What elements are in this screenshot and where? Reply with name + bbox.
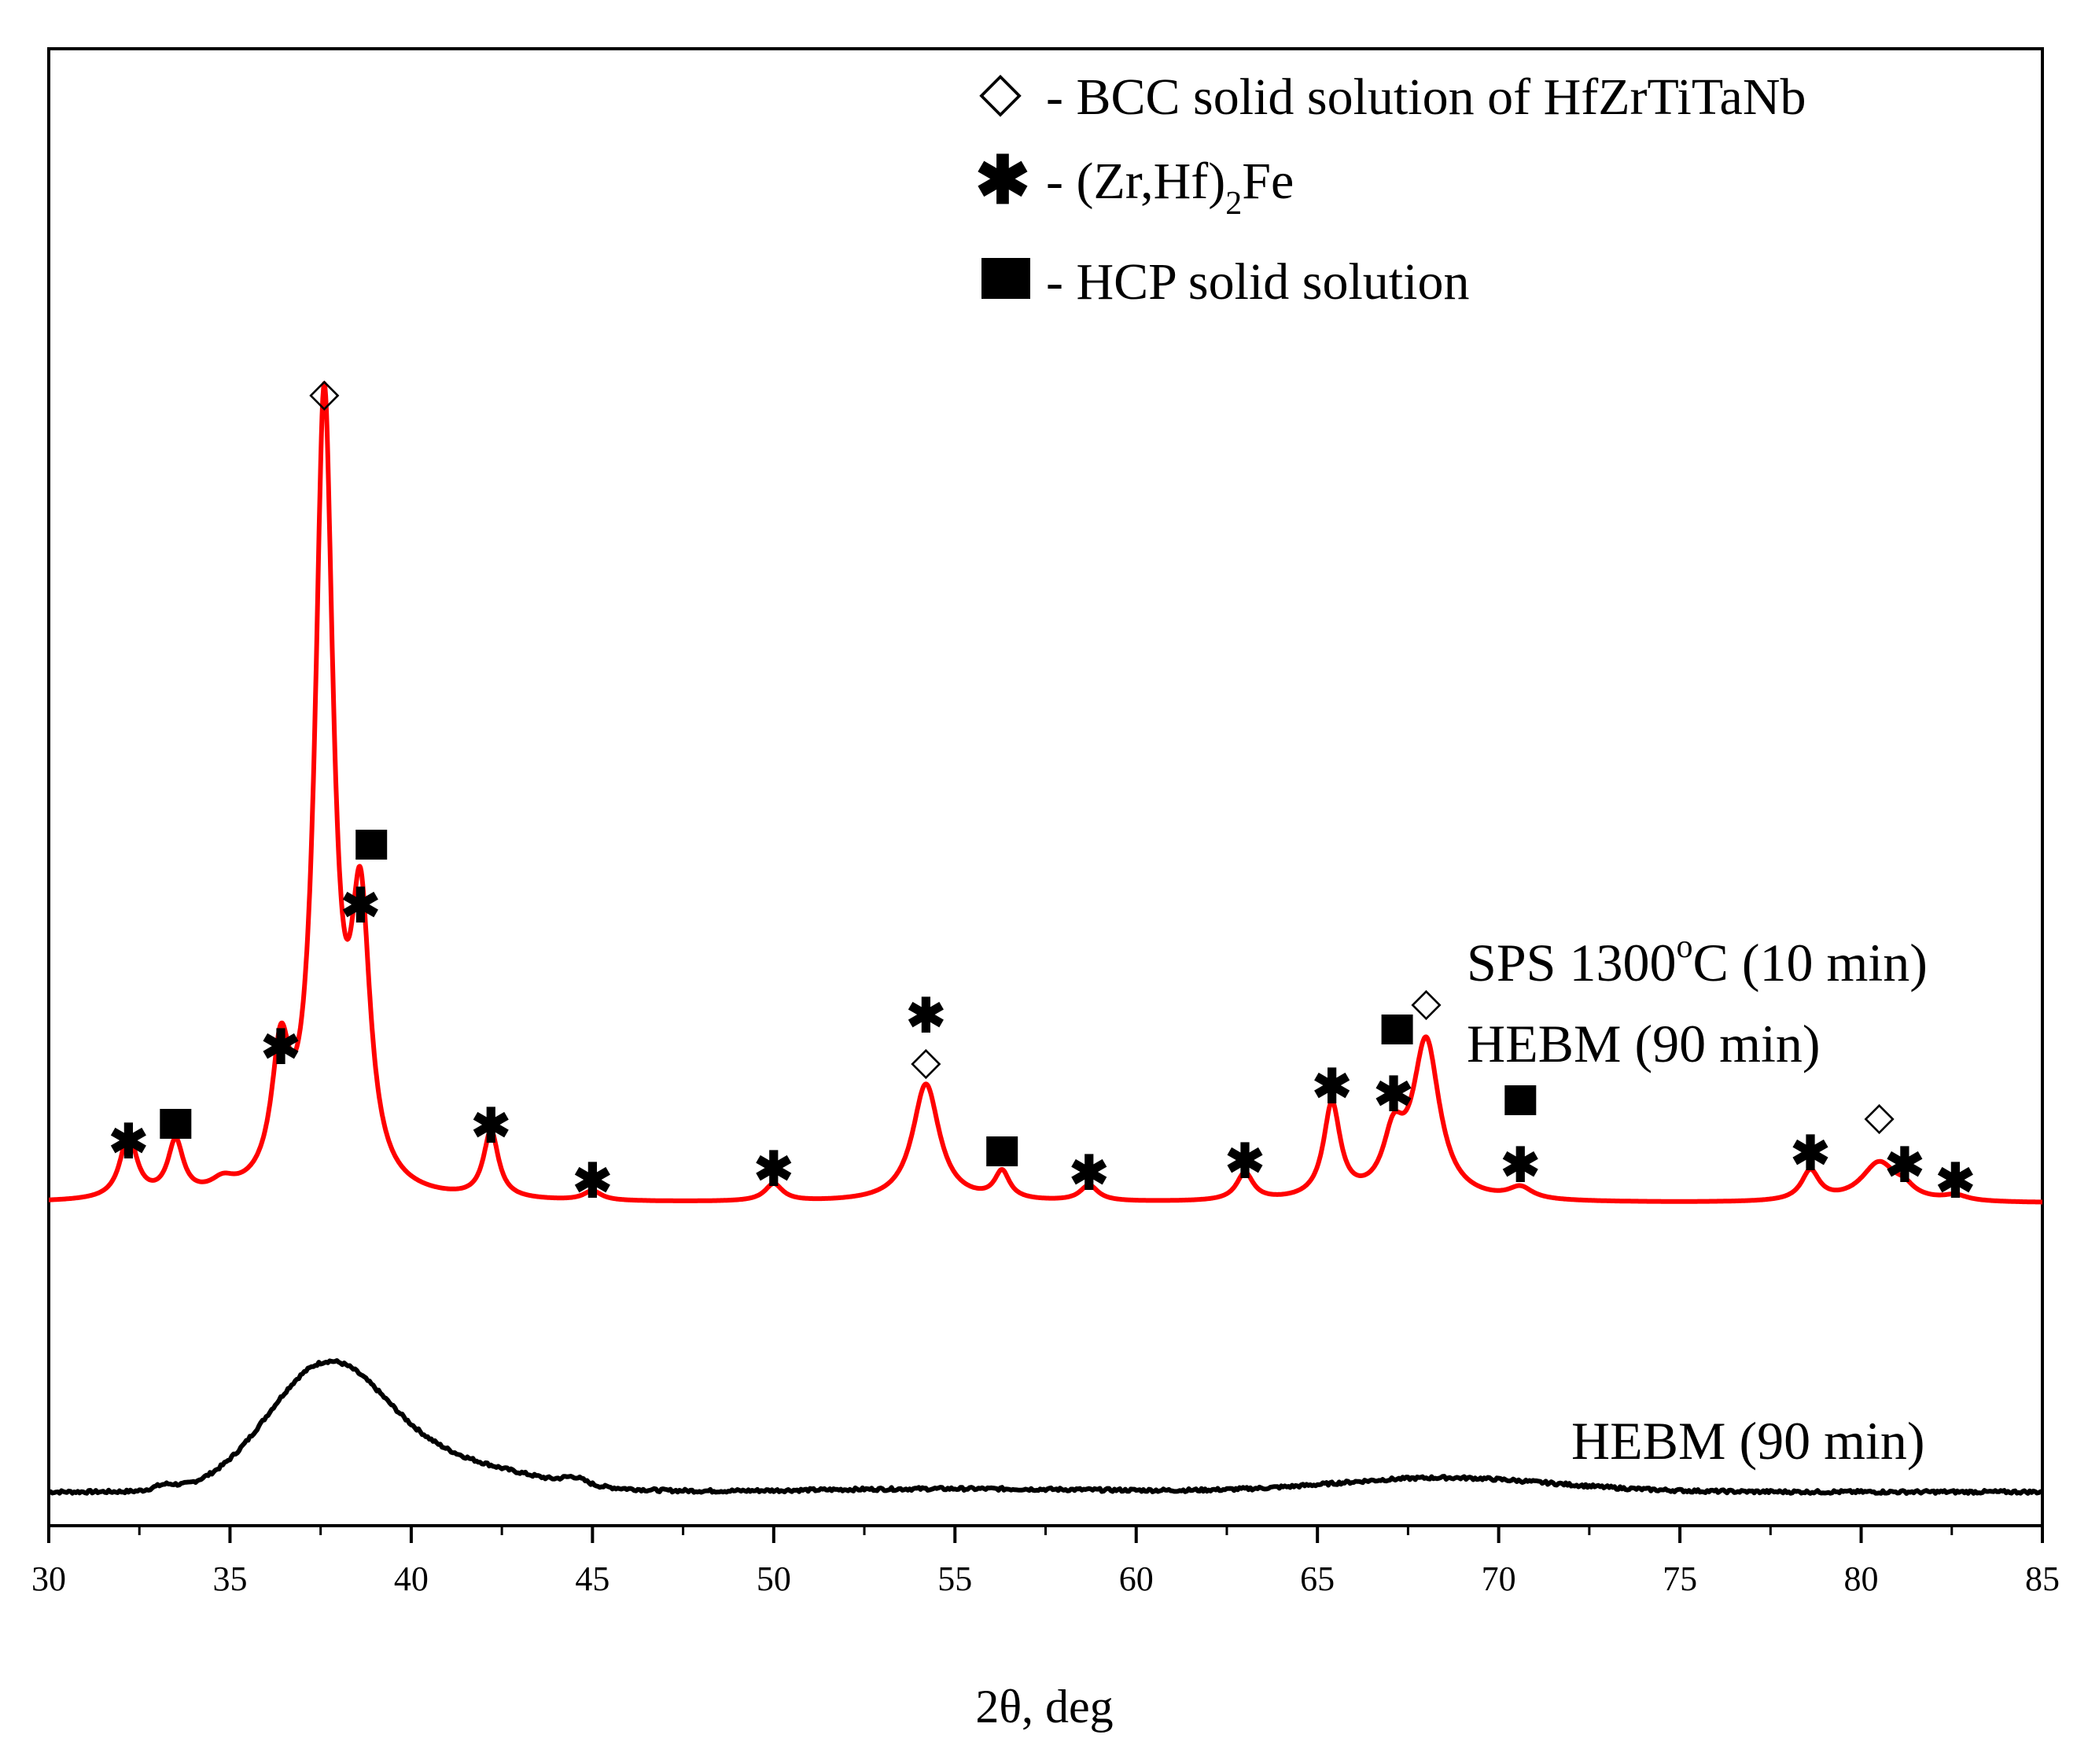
- peak-marker-diamond-icon: ◇: [309, 370, 340, 414]
- series-label-sps-sup: o: [1676, 929, 1692, 965]
- peak-marker-square-icon: [160, 1109, 192, 1139]
- peak-marker-square-icon: [1504, 1085, 1537, 1115]
- peak-marker-asterisk-icon: ✱: [1885, 1140, 1924, 1191]
- x-tick-label-70: 70: [1482, 1560, 1516, 1598]
- peak-marker-asterisk-icon: ✱: [1791, 1128, 1830, 1180]
- legend-zrhf2fe-pre: - (Zr,Hf): [1046, 153, 1225, 210]
- peak-marker-square-icon: [1381, 1015, 1413, 1044]
- peak-marker-asterisk-icon: ✱: [754, 1143, 794, 1195]
- x-tick-label-50: 50: [757, 1560, 791, 1598]
- legend-asterisk-icon: ✱: [975, 145, 1030, 218]
- series-label-sps-pre: SPS 1300: [1467, 933, 1676, 992]
- peak-marker-diamond-icon: ◇: [1864, 1094, 1895, 1138]
- x-tick-label-80: 80: [1844, 1560, 1879, 1598]
- x-axis-title: 2θ, deg: [975, 1681, 1113, 1733]
- x-tick-label-60: 60: [1119, 1560, 1154, 1598]
- series-label-sps-line2: HEBM (90 min): [1467, 1014, 1821, 1073]
- peak-marker-asterisk-icon: ✱: [261, 1022, 300, 1073]
- peak-marker-asterisk-icon: ✱: [1374, 1069, 1413, 1121]
- series-label-sps-post: C (10 min): [1692, 933, 1927, 992]
- peak-marker-square-icon: [355, 830, 388, 860]
- series-label-sps-line1: SPS 1300oC (10 min): [1467, 929, 1928, 992]
- peak-marker-asterisk-icon: ✱: [573, 1155, 612, 1207]
- peak-marker-asterisk-icon: ✱: [906, 990, 945, 1042]
- peak-markers: ✱✱◇✱✱✱ ✱◇✱✱ ✱✱ ✱◇✱ ✱◇✱ ✱: [109, 370, 1975, 1207]
- x-tick-label-65: 65: [1300, 1560, 1335, 1598]
- x-tick-label-75: 75: [1663, 1560, 1697, 1598]
- peak-marker-diamond-icon: ◇: [911, 1039, 941, 1083]
- x-tick-label-40: 40: [394, 1560, 429, 1598]
- peak-marker-diamond-icon: ◇: [1411, 980, 1442, 1024]
- peak-marker-asterisk-icon: ✱: [341, 880, 380, 932]
- series-line-hebm: [48, 1358, 2044, 1496]
- x-tick-label-45: 45: [575, 1560, 609, 1598]
- peak-marker-asterisk-icon: ✱: [1312, 1061, 1351, 1113]
- legend-hcp-label: - HCP solid solution: [1046, 253, 1469, 311]
- legend-zrhf2fe-label: - (Zr,Hf)2Fe: [1046, 153, 1294, 222]
- legend-zrhf2fe-sub: 2: [1225, 186, 1242, 222]
- legend-bcc-label: - BCC solid solution of HfZrTiTaNb: [1046, 68, 1806, 126]
- legend-diamond-icon: ◇: [979, 62, 1022, 123]
- peak-marker-asterisk-icon: ✱: [1225, 1136, 1265, 1188]
- series-label-hebm: HEBM (90 min): [1571, 1411, 1925, 1471]
- peak-marker-asterisk-icon: ✱: [109, 1116, 148, 1168]
- peak-marker-square-icon: [986, 1136, 1018, 1166]
- series-line-sps: [46, 381, 2045, 1205]
- peak-marker-asterisk-icon: ✱: [1935, 1155, 1975, 1207]
- x-axis-ticks: [47, 1526, 2044, 1543]
- legend: ◇ - BCC solid solution of HfZrTiTaNb ✱ -…: [975, 62, 1806, 311]
- x-tick-label-35: 35: [212, 1560, 247, 1598]
- x-tick-label-85: 85: [2025, 1560, 2060, 1598]
- x-tick-label-30: 30: [31, 1560, 66, 1598]
- legend-zrhf2fe-post: Fe: [1242, 153, 1294, 210]
- peak-marker-asterisk-icon: ✱: [1501, 1140, 1540, 1191]
- x-tick-label-55: 55: [937, 1560, 972, 1598]
- x-axis-tick-labels: 30 35 40 45 50 55 60 65 70 75 80 85: [31, 1560, 2060, 1598]
- peak-marker-asterisk-icon: ✱: [1070, 1147, 1109, 1199]
- peak-marker-asterisk-icon: ✱: [471, 1100, 510, 1152]
- legend-square-icon: [981, 258, 1030, 299]
